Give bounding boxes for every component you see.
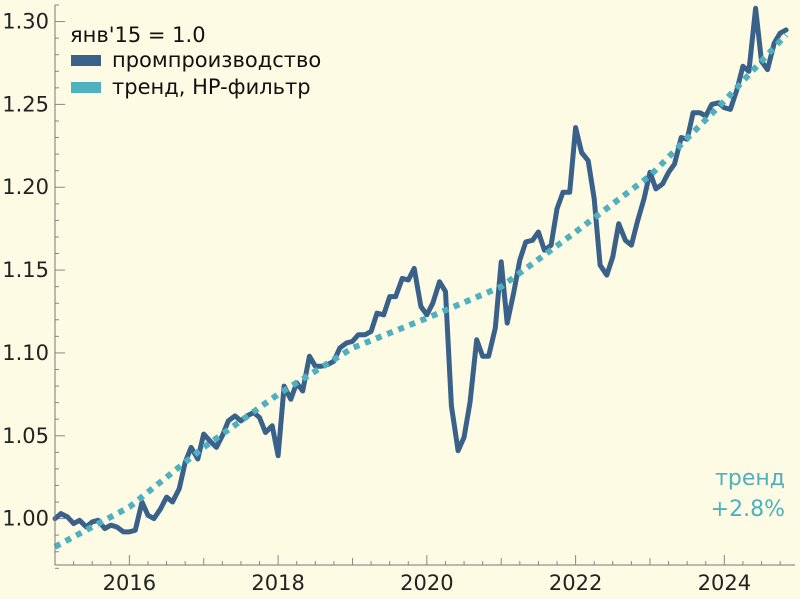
trend-annotation: тренд +2.8% xyxy=(711,466,785,522)
x-tick-label: 2020 xyxy=(400,571,453,595)
legend-label-industrial-production: промпроизводство xyxy=(112,48,321,72)
legend-swatch-trend xyxy=(71,82,101,93)
series-layer xyxy=(52,5,789,550)
x-tick-label: 2024 xyxy=(698,571,751,595)
y-tick-label: 1.30 xyxy=(2,10,49,34)
annotation-line-2: +2.8% xyxy=(711,497,785,522)
trend-line xyxy=(53,32,789,550)
axis-ticks xyxy=(54,4,781,569)
x-tick-labels: 2016 2018 2020 2022 2024 xyxy=(103,571,751,595)
legend-label-trend: тренд, HP-фильтр xyxy=(112,75,311,99)
legend-swatch-industrial-production xyxy=(71,55,101,66)
x-tick-label: 2016 xyxy=(103,571,156,595)
x-tick-label: 2018 xyxy=(251,571,304,595)
y-tick-label: 1.25 xyxy=(2,92,49,116)
y-tick-label: 1.05 xyxy=(2,424,49,448)
y-tick-label: 1.00 xyxy=(2,507,49,531)
legend: янв'15 = 1.0 промпроизводство тренд, HP-… xyxy=(70,23,321,99)
annotation-line-1: тренд xyxy=(715,466,785,491)
y-tick-label: 1.15 xyxy=(2,258,49,282)
x-tick-label: 2022 xyxy=(549,571,602,595)
y-tick-labels: 1.00 1.05 1.10 1.15 1.20 1.25 1.30 xyxy=(2,10,49,531)
legend-title: янв'15 = 1.0 xyxy=(70,23,206,47)
y-tick-label: 1.20 xyxy=(2,175,49,199)
industrial-production-line xyxy=(52,5,789,535)
y-tick-label: 1.10 xyxy=(2,341,49,365)
